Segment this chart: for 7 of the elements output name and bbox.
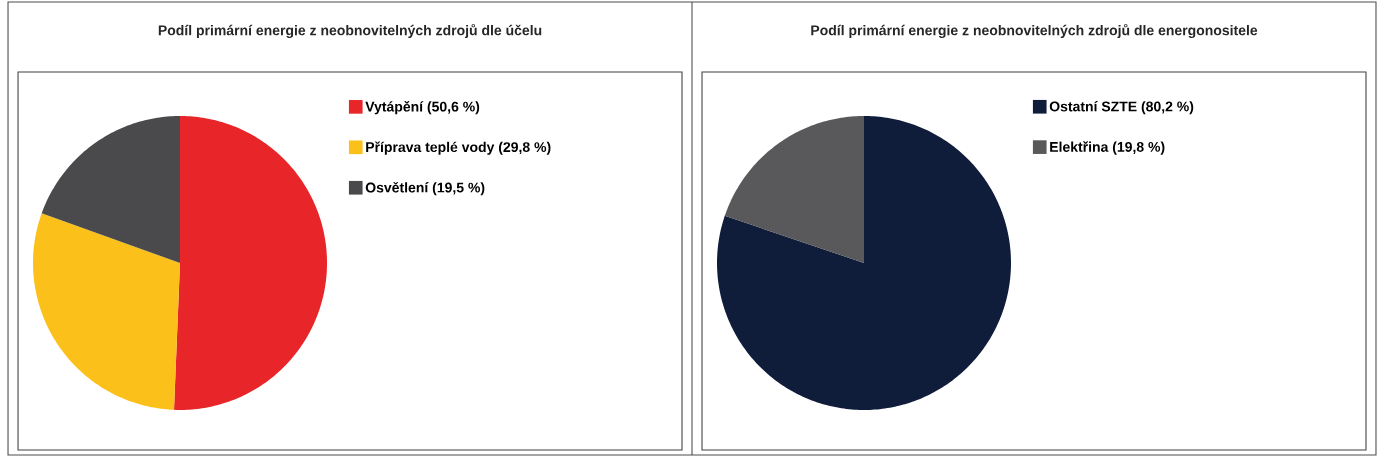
chart-title: Podíl primární energie z neobnovitelných zdrojů dle energonositele xyxy=(811,23,1258,39)
legend-label: Elektřina (19,8 %) xyxy=(1050,141,1165,155)
legend-label: Vytápění (50,6 %) xyxy=(365,101,480,115)
legend-label: Příprava teplé vody (29,8 %) xyxy=(366,141,551,155)
chart-title: Podíl primární energie z neobnovitelných zdrojů dle účelu xyxy=(158,23,542,39)
legend-label: Osvětlení (19,5 %) xyxy=(365,181,485,196)
legend-label: Ostatní SZTE (80,2 %) xyxy=(1049,101,1194,115)
